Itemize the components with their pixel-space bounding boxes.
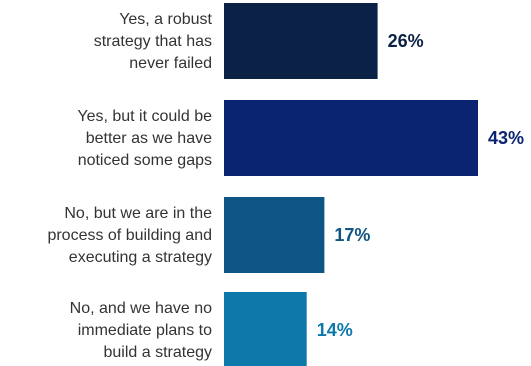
bar-3: [224, 197, 325, 273]
category-label-line: Yes, but it could be: [77, 108, 212, 125]
bar-4: [224, 292, 307, 366]
category-label-4: No, and we have no immediate plans to buil…: [70, 300, 212, 361]
category-label-3: No, but we are in the process of building…: [47, 205, 212, 266]
category-label-line: strategy that has: [94, 33, 212, 50]
category-label-line: executing a strategy: [69, 249, 212, 266]
category-label-line: Yes, a robust: [119, 11, 212, 28]
value-label-1: 26%: [388, 31, 424, 51]
category-label-line: immediate plans to: [78, 322, 212, 339]
category-label-line: better as we have: [86, 130, 212, 147]
category-label-line: No, and we have no: [70, 300, 212, 317]
value-label-3: 17%: [334, 225, 370, 245]
category-label-line: never failed: [129, 55, 212, 72]
value-label-4: 14%: [317, 320, 353, 340]
value-label-2: 43%: [488, 128, 524, 148]
category-label-2: Yes, but it could be better as we have not…: [77, 108, 212, 169]
category-label-line: noticed some gaps: [78, 152, 212, 169]
category-label-1: Yes, a robust strategy that has never fail…: [94, 11, 213, 72]
bar-1: [224, 3, 378, 79]
category-label-line: build a strategy: [103, 344, 212, 361]
bar-2: [224, 100, 478, 176]
category-label-line: No, but we are in the: [64, 205, 212, 222]
category-label-line: process of building and: [47, 227, 212, 244]
